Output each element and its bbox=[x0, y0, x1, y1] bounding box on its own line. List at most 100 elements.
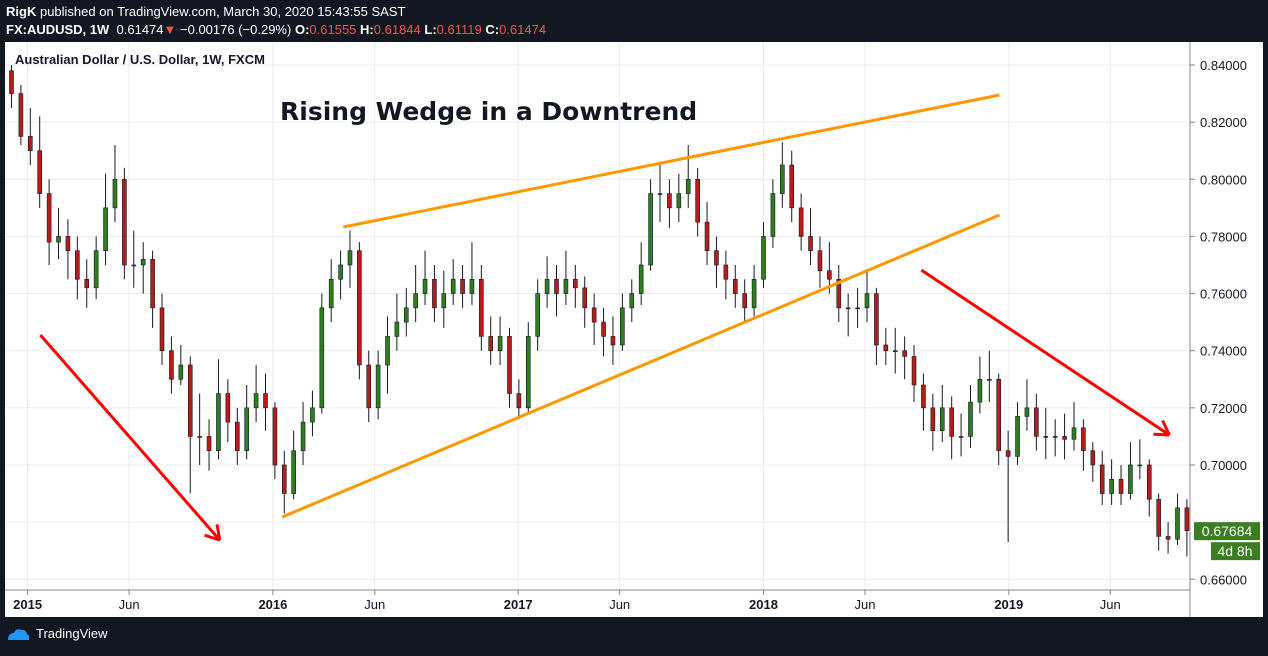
candle-down bbox=[573, 278, 578, 289]
candle-up bbox=[751, 278, 757, 309]
candle-down bbox=[150, 258, 155, 309]
price-tick-label: 0.78000 bbox=[1200, 229, 1247, 244]
wedge-annotation: Rising Wedge in a Downtrend bbox=[280, 97, 697, 126]
candle-down bbox=[667, 193, 672, 209]
candle-up bbox=[770, 193, 776, 237]
candle-up bbox=[450, 278, 456, 294]
candle-down bbox=[874, 293, 879, 346]
time-tick-label: Jun bbox=[609, 597, 630, 612]
candle-down bbox=[75, 250, 80, 280]
candle-up bbox=[638, 264, 644, 294]
candle-down bbox=[582, 287, 588, 309]
candle-up bbox=[244, 407, 249, 451]
candle-down bbox=[836, 278, 842, 309]
high-label: H: bbox=[360, 22, 374, 37]
candle-up bbox=[291, 450, 296, 494]
price-tick-label: 0.72000 bbox=[1200, 401, 1247, 416]
candle-up bbox=[958, 436, 964, 438]
candle-down bbox=[1146, 464, 1152, 500]
candle-down bbox=[366, 364, 372, 409]
candle-up bbox=[112, 178, 118, 209]
candle-down bbox=[554, 278, 559, 294]
candle-down bbox=[272, 407, 278, 466]
candle-up bbox=[855, 307, 860, 310]
chart-legend-title: Australian Dollar / U.S. Dollar, 1W, FXC… bbox=[15, 52, 265, 67]
wedge-lower-trendline bbox=[281, 213, 1000, 519]
candle-up bbox=[1071, 427, 1077, 440]
candle-up bbox=[140, 258, 146, 266]
price-change: −0.00176 (−0.29%) bbox=[180, 22, 292, 37]
candle-down bbox=[1165, 536, 1171, 540]
last-price: 0.61474 bbox=[116, 22, 164, 37]
price-tick-label: 0.66000 bbox=[1200, 572, 1247, 587]
candlestick-chart[interactable]: 0.84000 0.82000 0.80000 0.78000 0.76000 0.740… bbox=[5, 42, 1263, 617]
time-tick-label: 2018 bbox=[749, 597, 778, 612]
arrow-head bbox=[204, 533, 221, 542]
candle-up bbox=[197, 436, 202, 438]
candle-down bbox=[479, 278, 484, 337]
author[interactable]: RigK bbox=[6, 4, 37, 19]
candle-down bbox=[122, 178, 127, 266]
candle-up bbox=[300, 421, 306, 451]
candle-up bbox=[845, 307, 851, 310]
candle-up bbox=[535, 293, 540, 337]
candle-down bbox=[742, 293, 747, 309]
low-label: L: bbox=[424, 22, 437, 37]
candle-down bbox=[159, 307, 165, 352]
candle-down bbox=[1034, 407, 1039, 437]
candle-down bbox=[84, 278, 90, 289]
time-tick-label: Jun bbox=[119, 597, 140, 612]
candle-up bbox=[469, 278, 475, 294]
candle-up bbox=[422, 278, 428, 294]
candle-up bbox=[1175, 507, 1180, 540]
time-tick-label: Jun bbox=[364, 597, 385, 612]
candle-down bbox=[610, 336, 616, 346]
candle-down bbox=[225, 393, 231, 423]
candle-down bbox=[65, 236, 71, 252]
last-price-label: 0.67684 bbox=[1202, 523, 1253, 539]
candle-up bbox=[347, 250, 353, 266]
candle-down bbox=[1118, 478, 1124, 494]
time-tick-label: 2017 bbox=[504, 597, 533, 612]
candle-up bbox=[1024, 407, 1030, 417]
candle-down bbox=[911, 356, 917, 386]
candle-down bbox=[1156, 498, 1161, 537]
candle-down bbox=[357, 250, 362, 366]
candle-down bbox=[789, 164, 795, 209]
candle-up bbox=[328, 278, 334, 309]
candle-down bbox=[1184, 507, 1190, 531]
time-tick-label: 2015 bbox=[13, 597, 42, 612]
candle-up bbox=[56, 236, 61, 243]
candle-up bbox=[1052, 436, 1058, 438]
chart-pane[interactable]: 0.84000 0.82000 0.80000 0.78000 0.76000 0.740… bbox=[5, 42, 1263, 617]
candle-up bbox=[620, 307, 625, 346]
close-label: C: bbox=[485, 22, 500, 37]
trend-arrow bbox=[920, 268, 1171, 437]
last-price-label-bg bbox=[1194, 522, 1260, 541]
candle-up bbox=[319, 307, 325, 409]
publish-info: published on TradingView.com, March 30, … bbox=[39, 4, 406, 19]
tradingview-cloud-icon bbox=[8, 628, 30, 640]
price-tick-label: 0.74000 bbox=[1200, 344, 1247, 359]
close-value: 0.61474 bbox=[499, 22, 547, 37]
candle-up bbox=[563, 278, 569, 294]
time-tick-label: Jun bbox=[1100, 597, 1121, 612]
candle-down bbox=[930, 407, 936, 431]
candle-down bbox=[432, 278, 437, 309]
candle-down bbox=[206, 436, 212, 451]
arrow-head bbox=[1153, 432, 1170, 437]
candle-up bbox=[939, 407, 945, 431]
candle-down bbox=[234, 421, 240, 451]
open-value: 0.61555 bbox=[309, 22, 357, 37]
countdown-label-bg bbox=[1211, 542, 1260, 561]
candle-up bbox=[178, 364, 184, 380]
symbol: FX:AUDUSD, 1W bbox=[6, 22, 110, 37]
candle-down bbox=[921, 384, 926, 409]
candle-down bbox=[1005, 450, 1011, 457]
candle-up bbox=[676, 193, 682, 209]
time-tick-label: 2019 bbox=[994, 597, 1023, 612]
candle-down bbox=[714, 250, 719, 266]
candle-down bbox=[883, 344, 889, 351]
publish-header: RigK published on TradingView.com, March… bbox=[0, 0, 1268, 42]
candle-down bbox=[949, 407, 954, 437]
